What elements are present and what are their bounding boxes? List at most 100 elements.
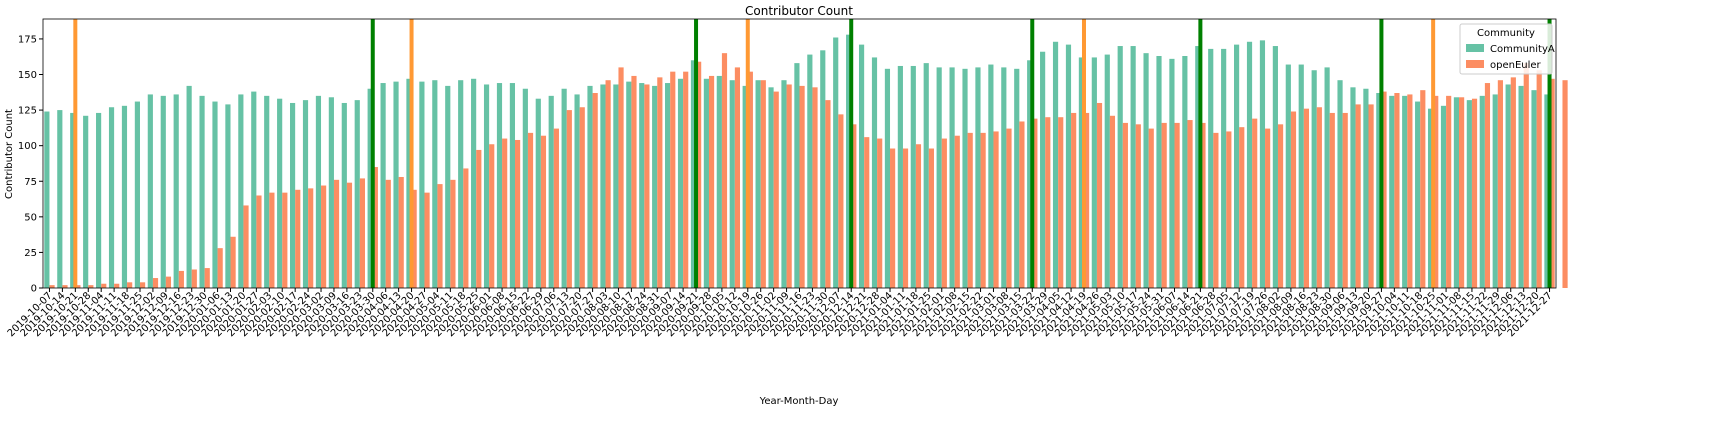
bar: [915, 144, 922, 288]
plot-frame: [42, 18, 1557, 289]
bar: [1402, 95, 1408, 288]
x-axis-label: Year-Month-Day: [759, 396, 839, 407]
bar: [1394, 93, 1400, 288]
bar: [890, 148, 896, 288]
bar: [165, 276, 172, 288]
bar: [729, 80, 735, 289]
bar: [1285, 64, 1291, 288]
bar: [1174, 122, 1180, 288]
bar: [1272, 46, 1278, 288]
bar: [1096, 102, 1103, 288]
y-tick-label: 100: [18, 141, 37, 152]
bar: [328, 97, 334, 288]
bar: [566, 110, 572, 288]
bar: [1298, 64, 1304, 288]
bar: [858, 44, 865, 288]
bar: [587, 85, 593, 288]
bar: [88, 285, 94, 288]
bar: [1148, 128, 1154, 288]
bar: [1040, 51, 1046, 289]
bar: [742, 85, 748, 288]
bar: [1045, 117, 1051, 288]
bar: [385, 179, 391, 288]
bar: [1169, 58, 1175, 288]
bar: [781, 80, 787, 289]
bar: [269, 192, 275, 288]
bar: [411, 189, 417, 288]
legend-label: CommunityA: [1490, 44, 1555, 55]
bar: [1187, 120, 1193, 288]
bar: [975, 67, 981, 288]
bar: [134, 101, 140, 288]
bar: [463, 168, 469, 288]
bar: [902, 148, 909, 288]
legend-swatch: [1466, 60, 1484, 68]
bar: [851, 124, 857, 288]
bar: [346, 182, 353, 288]
bar: [1109, 115, 1116, 288]
bar: [1484, 83, 1491, 288]
bar: [57, 110, 63, 288]
legend-label: openEuler: [1490, 60, 1542, 71]
bar: [812, 87, 818, 288]
bar: [70, 112, 76, 288]
bar: [600, 84, 606, 288]
bar: [734, 67, 741, 288]
bar: [238, 94, 244, 288]
bar: [315, 95, 322, 288]
bar: [755, 80, 761, 289]
bar: [522, 88, 528, 288]
y-axis-label: Contributor Count: [4, 109, 15, 199]
bar: [1381, 91, 1387, 288]
bar: [716, 75, 722, 288]
bar: [277, 98, 283, 288]
bar: [954, 135, 960, 288]
bar: [160, 95, 166, 288]
bar: [1466, 100, 1472, 288]
bar: [703, 78, 709, 289]
bar: [225, 104, 231, 289]
bar: [1433, 95, 1439, 288]
bar: [910, 65, 916, 288]
bar: [44, 111, 50, 288]
bar: [302, 100, 309, 288]
bar: [1350, 87, 1356, 288]
bar: [1006, 128, 1012, 288]
bar: [838, 114, 844, 288]
bar: [1420, 90, 1426, 288]
bar: [173, 94, 179, 288]
bar: [424, 192, 430, 288]
bar: [1329, 112, 1335, 288]
bar: [1368, 104, 1374, 289]
bar: [936, 67, 942, 288]
bar: [1071, 112, 1077, 288]
bar: [1389, 95, 1395, 288]
bar: [1407, 94, 1413, 288]
bar: [1549, 78, 1555, 289]
bar: [683, 71, 689, 288]
bar: [613, 84, 619, 288]
bar: [437, 184, 443, 288]
bar: [799, 85, 805, 288]
bar: [773, 91, 779, 288]
bar: [535, 98, 541, 288]
bar: [962, 68, 968, 288]
bar: [833, 37, 839, 288]
bar: [256, 195, 262, 288]
y-tick-label: 150: [18, 70, 37, 81]
bar: [794, 63, 800, 289]
bar: [445, 85, 451, 288]
chart-title: Contributor Count: [745, 4, 853, 18]
bar: [139, 282, 146, 288]
bar: [1246, 41, 1253, 288]
bar: [1058, 117, 1064, 288]
bar: [282, 192, 288, 288]
bar: [1213, 132, 1219, 288]
bar: [419, 81, 425, 289]
bar: [1505, 84, 1511, 288]
bar: [458, 80, 464, 289]
bar: [652, 85, 658, 288]
bar: [502, 138, 508, 288]
bar: [644, 84, 650, 288]
